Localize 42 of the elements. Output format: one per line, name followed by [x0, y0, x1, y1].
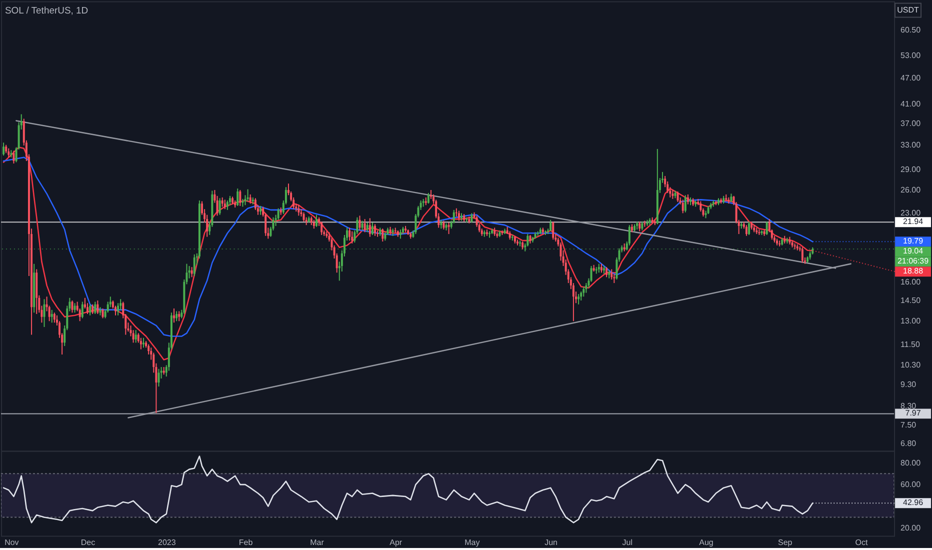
- x-tick-label: Nov: [4, 538, 19, 548]
- annotation: 18.88: [903, 266, 924, 276]
- x-tick-label: Apr: [390, 538, 402, 548]
- y-tick-label: 37.00: [900, 118, 922, 128]
- y-tick-label: 8.30: [900, 402, 917, 411]
- y-tick-label: 41.00: [900, 99, 922, 108]
- ref-line-label: 7.97: [905, 408, 922, 418]
- y-tick-label: 9.30: [900, 380, 917, 389]
- x-tick-label: Mar: [310, 538, 324, 548]
- x-tick-label: Jul: [622, 538, 633, 548]
- y-tick-label: 60.00: [900, 480, 922, 490]
- y-tick-label: 80.00: [900, 458, 922, 468]
- y-tick-label: 13.00: [900, 316, 922, 326]
- y-tick-label: 53.00: [900, 50, 922, 60]
- x-tick-label: Jun: [544, 538, 558, 548]
- x-tick-label: Sep: [778, 538, 793, 548]
- y-axis-title: USDT: [897, 5, 920, 14]
- y-tick-label: 16.00: [900, 277, 922, 286]
- y-tick-label: 23.00: [900, 208, 922, 218]
- y-tick-label: 11.50: [900, 340, 920, 349]
- annotation: 19.79: [903, 236, 924, 246]
- ref-line-label: 19.04: [903, 246, 924, 256]
- y-tick-label: 20.00: [900, 524, 922, 533]
- y-tick-label: 10.30: [900, 360, 922, 370]
- x-tick-label: 2023: [158, 538, 176, 548]
- text: 21:06:39: [897, 256, 930, 266]
- x-tick-label: Oct: [855, 538, 868, 548]
- annotation: 42.96: [903, 498, 924, 508]
- y-tick-label: 14.50: [900, 296, 922, 305]
- y-tick-label: 29.00: [900, 164, 922, 174]
- x-tick-label: Feb: [238, 538, 254, 548]
- chart-title: SOL / TetherUS, 1D: [4, 5, 88, 16]
- y-tick-label: 26.00: [900, 186, 922, 194]
- x-tick-label: May: [464, 538, 480, 548]
- y-tick-label: 33.00: [900, 140, 922, 150]
- y-tick-label: 47.00: [900, 73, 922, 82]
- ref-line-label: 21.94: [903, 217, 924, 226]
- y-tick-label: 60.50: [900, 26, 922, 35]
- y-tick-label: 7.50: [900, 420, 917, 430]
- x-tick-label: Aug: [699, 538, 714, 548]
- x-tick-label: Dec: [80, 538, 96, 548]
- y-tick-label: 6.80: [900, 439, 917, 448]
